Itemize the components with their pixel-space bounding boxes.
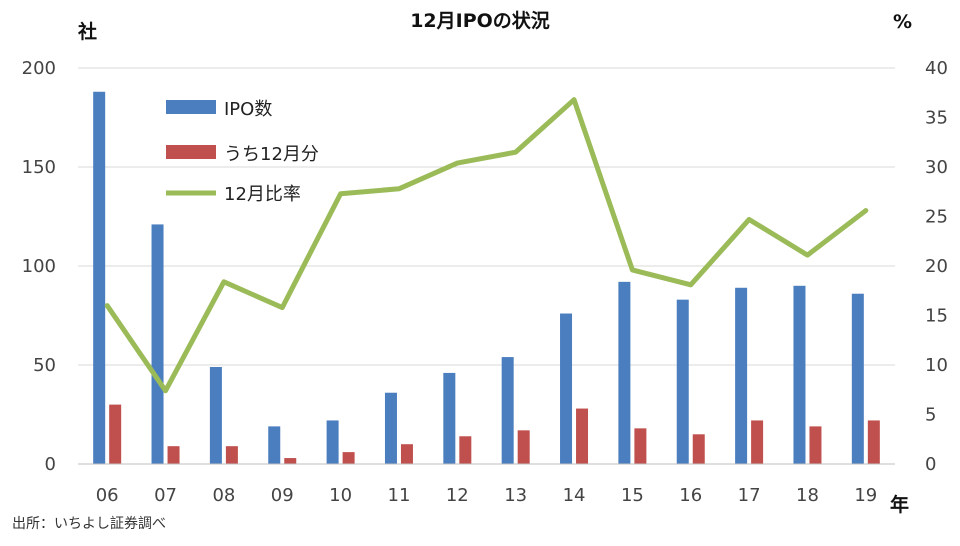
bar-december bbox=[751, 420, 764, 464]
legend-label: うち12月分 bbox=[224, 144, 319, 165]
bar-december bbox=[576, 408, 589, 464]
y-right-tick-label: 35 bbox=[925, 108, 948, 129]
bar-december bbox=[867, 420, 880, 464]
bar-ipo bbox=[209, 366, 222, 464]
bar-ipo bbox=[151, 224, 164, 464]
y-left-tick-label: 0 bbox=[45, 454, 56, 475]
y-left-tick-label: 50 bbox=[33, 355, 56, 376]
y-right-tick-label: 25 bbox=[925, 207, 948, 228]
bar-ipo bbox=[676, 299, 689, 464]
bar-ipo bbox=[443, 372, 456, 464]
bar-december bbox=[400, 444, 413, 464]
x-axis-unit: 年 bbox=[890, 493, 909, 516]
bar-ipo bbox=[851, 293, 864, 464]
bar-december bbox=[692, 434, 705, 464]
x-tick-label: 13 bbox=[504, 485, 527, 506]
bar-ipo bbox=[793, 285, 806, 464]
legend-label: IPO数 bbox=[224, 99, 272, 120]
y-right-tick-label: 40 bbox=[925, 58, 948, 79]
bar-december bbox=[809, 426, 822, 464]
legend-label: 12月比率 bbox=[224, 184, 301, 205]
y-right-tick-label: 5 bbox=[925, 405, 936, 426]
bar-ipo bbox=[501, 357, 514, 464]
y-left-tick-label: 200 bbox=[22, 58, 56, 79]
bar-ipo bbox=[326, 420, 339, 464]
chart-title: 12月IPOの状況 bbox=[410, 9, 550, 32]
x-tick-label: 09 bbox=[271, 485, 294, 506]
y-right-tick-label: 15 bbox=[925, 306, 948, 327]
line-ratio bbox=[104, 97, 869, 394]
bar-ipo bbox=[268, 426, 281, 464]
x-tick-label: 14 bbox=[563, 485, 586, 506]
y-right-tick-label: 10 bbox=[925, 355, 948, 376]
grid-lines bbox=[78, 67, 895, 366]
x-tick-label: 18 bbox=[796, 485, 819, 506]
bar-december bbox=[284, 458, 297, 464]
x-tick-label: 08 bbox=[212, 485, 235, 506]
line-series bbox=[104, 97, 869, 394]
y-right-tick-label: 0 bbox=[925, 454, 936, 475]
bar-series bbox=[93, 91, 880, 464]
left-axis-unit: 社 bbox=[77, 20, 97, 43]
bar-ipo bbox=[384, 392, 397, 464]
source-note: 出所：いちよし証券調べ bbox=[12, 516, 166, 532]
x-tick-label: 17 bbox=[738, 485, 761, 506]
x-tick-label: 16 bbox=[679, 485, 702, 506]
bar-ipo bbox=[735, 287, 748, 464]
bar-december bbox=[517, 430, 530, 464]
x-tick-label: 11 bbox=[388, 485, 411, 506]
bar-ipo bbox=[618, 281, 631, 464]
legend-swatch bbox=[166, 100, 216, 114]
bar-december bbox=[225, 446, 238, 464]
x-tick-label: 15 bbox=[621, 485, 644, 506]
right-axis-unit: % bbox=[893, 11, 912, 33]
bar-ipo bbox=[560, 313, 573, 464]
bar-december bbox=[342, 452, 355, 464]
x-tick-label: 19 bbox=[854, 485, 877, 506]
y-left-tick-label: 100 bbox=[22, 256, 56, 277]
x-tick-label: 12 bbox=[446, 485, 469, 506]
x-tick-label: 06 bbox=[96, 485, 119, 506]
y-right-tick-label: 20 bbox=[925, 256, 948, 277]
x-tick-label: 07 bbox=[154, 485, 177, 506]
bar-ipo bbox=[93, 91, 106, 464]
y-right-tick-label: 30 bbox=[925, 157, 948, 178]
x-tick-label: 10 bbox=[329, 485, 352, 506]
y-left-tick-label: 150 bbox=[22, 157, 56, 178]
bar-december bbox=[109, 404, 122, 464]
bar-december bbox=[634, 428, 647, 464]
axes: 0 50 100 150 200 0 5 10 15 20 25 30 35 40 06 07 08 09 10 11… bbox=[22, 58, 948, 506]
legend-swatch bbox=[166, 145, 216, 159]
bar-december bbox=[167, 446, 180, 464]
bar-december bbox=[459, 436, 472, 464]
